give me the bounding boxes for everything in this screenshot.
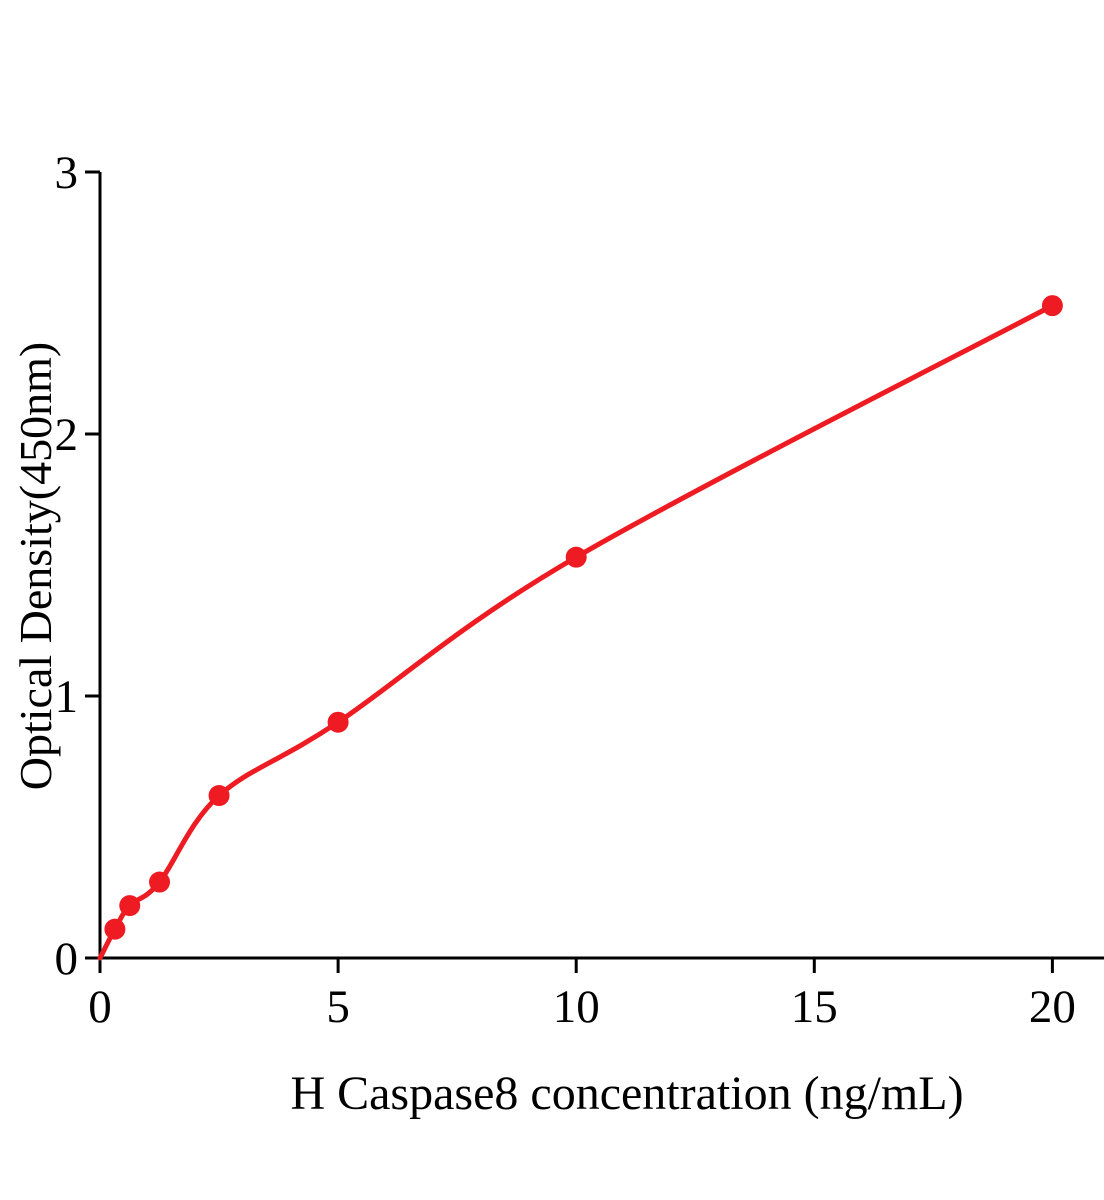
- x-tick-label: 0: [88, 981, 112, 1033]
- data-point: [327, 711, 349, 733]
- y-axis-title: Optical Density(450nm): [10, 341, 61, 791]
- x-tick-label: 15: [791, 981, 838, 1033]
- data-point: [149, 871, 171, 893]
- data-point: [119, 895, 141, 917]
- x-axis-title: H Caspase8 concentration (ng/mL): [290, 1067, 964, 1120]
- data-point: [1041, 295, 1063, 317]
- data-point: [565, 546, 587, 568]
- y-tick-label: 2: [55, 409, 79, 461]
- y-tick-label: 3: [55, 147, 79, 199]
- x-tick-label: 10: [553, 981, 600, 1033]
- fit-curve: [97, 303, 1055, 961]
- x-tick-label: 5: [326, 981, 350, 1033]
- data-point: [208, 785, 230, 807]
- x-tick-label: 20: [1029, 981, 1076, 1033]
- data-point: [104, 918, 126, 940]
- y-tick-label: 0: [55, 933, 79, 985]
- y-tick-label: 1: [55, 671, 79, 723]
